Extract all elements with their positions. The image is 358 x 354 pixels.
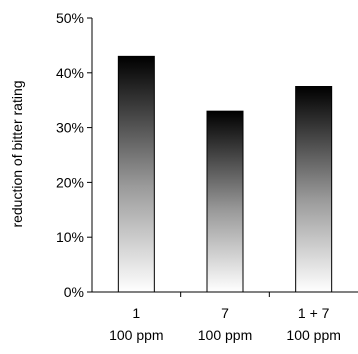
x-category-sublabel: 100 ppm — [286, 327, 340, 343]
bars — [117, 55, 333, 293]
bar-2 — [206, 110, 244, 293]
y-tick-label: 30% — [56, 120, 84, 136]
x-category-sublabel: 100 ppm — [198, 327, 252, 343]
x-category-label: 1 + 7 — [298, 305, 330, 321]
bar-3 — [295, 86, 333, 293]
x-axis-ticks — [180, 292, 270, 297]
x-category-sublabel: 100 ppm — [109, 327, 163, 343]
y-tick-label: 10% — [56, 229, 84, 245]
y-tick-label: 20% — [56, 174, 84, 190]
y-tick-label: 0% — [64, 284, 84, 300]
y-axis-title: reduction of bitter rating — [9, 80, 25, 227]
y-axis-ticks: 0% 10% 20% 30% 40% 50% — [56, 10, 92, 300]
y-tick-label: 40% — [56, 65, 84, 81]
bar-1 — [117, 55, 155, 293]
y-tick-label: 50% — [56, 10, 84, 26]
x-axis-labels: 1 100 ppm 7 100 ppm 1 + 7 100 ppm — [109, 305, 341, 343]
x-category-label: 1 — [132, 305, 140, 321]
x-category-label: 7 — [221, 305, 229, 321]
